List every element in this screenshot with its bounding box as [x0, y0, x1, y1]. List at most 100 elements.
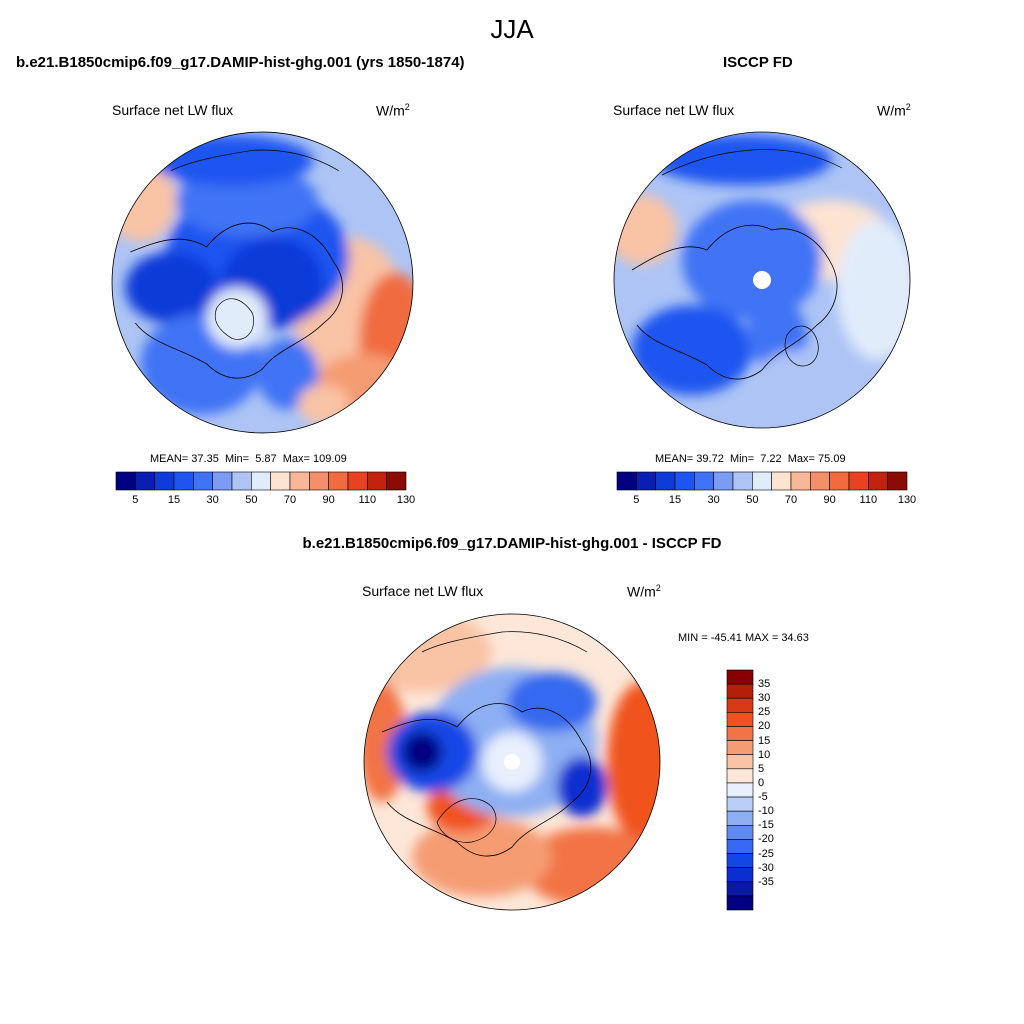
panel-3-colorbar-swatch — [726, 824, 754, 840]
panel-3-colorbar-tick-label: 15 — [758, 734, 771, 747]
panel-3-variable: Surface net LW flux — [362, 583, 484, 599]
panel-1-colorbar-tick-label: 15 — [167, 494, 181, 506]
panel-2-colorbar-tick-label: 5 — [633, 494, 640, 506]
panel-2-colorbar-swatch — [848, 471, 869, 491]
panel-1-units: W/m2 — [376, 102, 410, 119]
panel-3-colorbar-tick-label: -10 — [758, 805, 774, 818]
panel-3-colorbar-swatch — [726, 754, 754, 770]
panel-2-colorbar-swatch — [713, 471, 734, 491]
panel-2-stats: MEAN= 39.72 Min= 7.22 Max= 75.09 — [655, 453, 846, 465]
panel-2-colorbar-swatch — [636, 471, 656, 491]
panel-3-colorbar-tick-label: 35 — [758, 678, 771, 691]
panel-3-colorbar-tick-label: -15 — [758, 819, 774, 832]
panel-2-colorbar-swatch — [655, 471, 676, 491]
panel-2-colorbar-tick-label: 30 — [707, 494, 720, 506]
panel-1-colorbar-swatch — [135, 471, 155, 491]
panel-1-colorbar-tick-label: 90 — [322, 494, 335, 506]
panel-3-colorbar-swatch — [726, 712, 754, 727]
panel-2-colorbar-swatch — [829, 471, 850, 491]
panel-3-map — [363, 613, 661, 911]
panel-2-colorbar-swatch — [732, 471, 753, 491]
panel-2-colorbar-swatch — [694, 471, 714, 491]
panel-1-colorbar-swatch — [386, 471, 407, 491]
panel-1-colorbar-swatch — [328, 471, 349, 491]
panel-3-units: W/m2 — [627, 583, 661, 600]
panel-3-colorbar-tick-label: 20 — [758, 720, 771, 733]
panel-1-colorbar-tick-label: 30 — [206, 494, 219, 506]
panel-1-colorbar-swatch — [309, 471, 329, 491]
panel-1-colorbar-swatch — [347, 471, 368, 491]
panel-3-colorbar-tick-label: -30 — [758, 861, 774, 874]
panel-3-colorbar-tick-label: 5 — [758, 762, 765, 775]
panel-1-colorbar-tick-label: 110 — [358, 494, 377, 506]
panel-1-colorbar-swatch — [212, 471, 233, 491]
panel-3-colorbar-ticks: 35 30 25 20 15 10 5 0 -5 -10 -15 -20 -25 -30 -35 — [758, 670, 798, 910]
panel-1-colorbar — [115, 471, 407, 491]
panel-2-colorbar-swatch — [771, 471, 792, 491]
panel-2-colorbar-tick-label: 110 — [859, 494, 878, 506]
panel-2-colorbar-tick-label: 130 — [897, 494, 917, 506]
panel-3-colorbar-swatch — [726, 768, 754, 784]
panel-2-colorbar-swatch — [752, 471, 772, 491]
panel-1-colorbar-swatch — [367, 471, 387, 491]
panel-3-colorbar-swatch — [726, 726, 754, 741]
panel-3-colorbar-tick-label: -5 — [758, 791, 768, 804]
panel-1-colorbar-swatch — [115, 471, 136, 491]
panel-2-colorbar — [616, 471, 908, 491]
panel-2-colorbar-swatch — [790, 471, 811, 491]
panel-1-map — [111, 131, 414, 434]
panel-1-colorbar-tick-label: 130 — [396, 494, 416, 506]
panel-1-colorbar-swatch — [289, 471, 310, 491]
panel-3-colorbar-tick-label: -25 — [758, 847, 774, 860]
panel-2-colorbar-tick-label: 50 — [746, 494, 759, 506]
panel-3-colorbar-tick-label: 25 — [758, 706, 771, 719]
panel-3-colorbar-swatch — [726, 669, 754, 685]
panel-1-title: b.e21.B1850cmip6.f09_g17.DAMIP-hist-ghg.… — [16, 54, 465, 71]
panel-3-colorbar-swatch — [726, 740, 754, 756]
panel-1-stats: MEAN= 37.35 Min= 5.87 Max= 109.09 — [150, 453, 347, 465]
panel-1-colorbar-swatch — [173, 471, 194, 491]
panel-3-colorbar-swatch — [726, 782, 754, 798]
difference-title: b.e21.B1850cmip6.f09_g17.DAMIP-hist-ghg.… — [302, 535, 722, 552]
panel-3-stats: MIN = -45.41 MAX = 34.63 — [678, 632, 809, 644]
panel-3-colorbar-swatch — [726, 839, 754, 854]
panel-1-colorbar-tick-label: 5 — [132, 494, 139, 506]
panel-1-colorbar-tick-label: 50 — [245, 494, 258, 506]
panel-3-colorbar — [726, 669, 754, 911]
panel-1-colorbar-swatch — [270, 471, 291, 491]
panel-3-colorbar-swatch — [726, 881, 754, 897]
panel-3-colorbar-tick-label: 30 — [758, 692, 771, 705]
panel-1-colorbar-tick-label: 70 — [283, 494, 297, 506]
panel-3-colorbar-swatch — [726, 810, 754, 826]
panel-3-colorbar-tick-label: 0 — [758, 776, 765, 789]
panel-1-colorbar-swatch — [231, 471, 252, 491]
panel-3-colorbar-tick-label: 10 — [758, 748, 771, 761]
panel-3-colorbar-swatch — [726, 697, 754, 713]
panel-1-colorbar-swatch — [193, 471, 213, 491]
panel-2-title: ISCCP FD — [723, 54, 793, 71]
panel-3-colorbar-swatch — [726, 853, 754, 868]
panel-2-units: W/m2 — [877, 102, 911, 119]
panel-1-colorbar-ticks: 5 15 30 50 70 90 110 130 — [116, 494, 415, 508]
panel-2-colorbar-swatch — [810, 471, 830, 491]
panel-3-colorbar-swatch — [726, 683, 754, 699]
season-title: JJA — [490, 14, 534, 44]
panel-2-colorbar-tick-label: 90 — [823, 494, 836, 506]
panel-2-colorbar-swatch — [868, 471, 888, 491]
panel-3-colorbar-swatch — [726, 867, 754, 883]
panel-2-variable: Surface net LW flux — [613, 102, 735, 118]
panel-3-colorbar-swatch — [726, 796, 754, 812]
panel-2-map — [613, 131, 911, 429]
panel-2-colorbar-tick-label: 15 — [668, 494, 682, 506]
panel-2-colorbar-swatch — [616, 471, 637, 491]
panel-1-variable: Surface net LW flux — [112, 102, 234, 118]
panel-3-colorbar-swatch — [726, 895, 754, 911]
panel-2-colorbar-swatch — [674, 471, 695, 491]
panel-3-colorbar-tick-label: -20 — [758, 833, 774, 846]
panel-2-colorbar-tick-label: 70 — [784, 494, 798, 506]
panel-1-colorbar-swatch — [154, 471, 175, 491]
panel-3-colorbar-tick-label: -35 — [758, 875, 774, 888]
panel-2-colorbar-swatch — [887, 471, 908, 491]
panel-2-colorbar-ticks: 5 15 30 50 70 90 110 130 — [617, 494, 916, 508]
panel-1-colorbar-swatch — [251, 471, 271, 491]
